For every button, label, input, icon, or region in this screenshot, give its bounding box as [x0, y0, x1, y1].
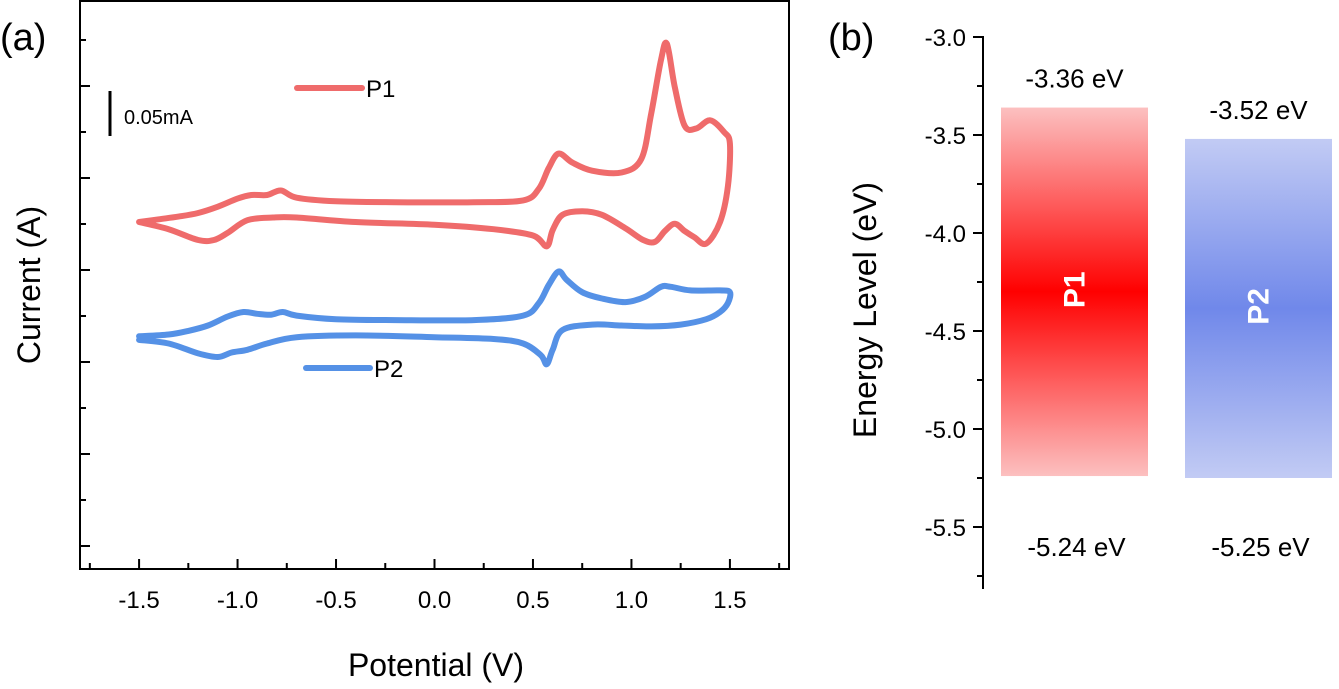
x-tick-label: -0.5	[315, 587, 356, 614]
y-tick-label: -5.0	[925, 417, 966, 444]
x-axis-tick-labels-a: -1.5 -1.0 -0.5 0.0 0.5 1.0 1.5	[118, 587, 746, 614]
plot-frame-a	[79, 0, 790, 570]
x-tick-label: 0.5	[516, 587, 549, 614]
legend-label-p1: P1	[366, 76, 395, 103]
y-tick-label: -4.0	[925, 221, 966, 248]
legend-p1: P1	[294, 76, 395, 103]
y-axis-tick-labels-b: -3.0 -3.5 -4.0 -4.5 -5.0 -5.5	[925, 25, 966, 542]
y-tick-label: -5.5	[925, 515, 966, 542]
y-tick-label: -3.5	[925, 123, 966, 150]
homo-label-p1: -5.24 eV	[1027, 532, 1126, 562]
legend-label-p2: P2	[374, 356, 403, 383]
energy-bar-p2: P2 -3.52 eV -5.25 eV	[1185, 95, 1332, 562]
panel-a-cv-plot: (a) -1.5 -1.0 -0.5 0.0 0.5 1.0 1.5 Potential (…	[0, 0, 790, 683]
bar-label-p2: P2	[1243, 288, 1276, 325]
bar-label-p1: P1	[1059, 271, 1092, 308]
cv-curve-p2	[136, 268, 734, 368]
energy-bars: P1 -3.36 eV -5.24 eV P2 -3.52 eV -5.25 eV	[1001, 64, 1332, 562]
legend-p2: P2	[303, 356, 403, 383]
lumo-label-p2: -3.52 eV	[1209, 95, 1308, 125]
panel-b-label: (b)	[828, 17, 874, 59]
y-axis-ticks-a	[80, 39, 90, 547]
x-tick-label: 1.5	[713, 587, 746, 614]
energy-bar-p1: P1 -3.36 eV -5.24 eV	[1001, 64, 1148, 562]
x-tick-label: 1.0	[615, 587, 648, 614]
y-axis-ticks-b	[973, 36, 983, 577]
y-tick-label: -3.0	[925, 25, 966, 52]
lumo-label-p1: -3.36 eV	[1025, 64, 1124, 94]
x-axis-ticks-a	[88, 559, 781, 569]
homo-label-p2: -5.25 eV	[1211, 532, 1310, 562]
panel-a-label: (a)	[0, 17, 46, 59]
series-a	[136, 39, 734, 368]
x-tick-label: -1.0	[217, 587, 258, 614]
bar-rect-p1	[1001, 107, 1148, 477]
panel-b-energy-levels: (b) -3.0 -3.5 -4.0 -4.5 -5.0 -5.5 Energy Leve…	[828, 17, 1332, 589]
y-axis-title-a: Current (A)	[11, 206, 47, 364]
x-tick-label: -1.5	[118, 587, 159, 614]
y-axis-title-b: Energy Level (eV)	[847, 182, 883, 438]
bar-rect-p2	[1185, 138, 1332, 479]
scale-bar: 0.05mA	[108, 91, 194, 136]
cv-curve-p1	[136, 39, 734, 250]
x-axis-title-a: Potential (V)	[348, 647, 524, 683]
x-tick-label: 0.0	[418, 587, 451, 614]
y-tick-label: -4.5	[925, 319, 966, 346]
scale-bar-label: 0.05mA	[124, 107, 194, 129]
